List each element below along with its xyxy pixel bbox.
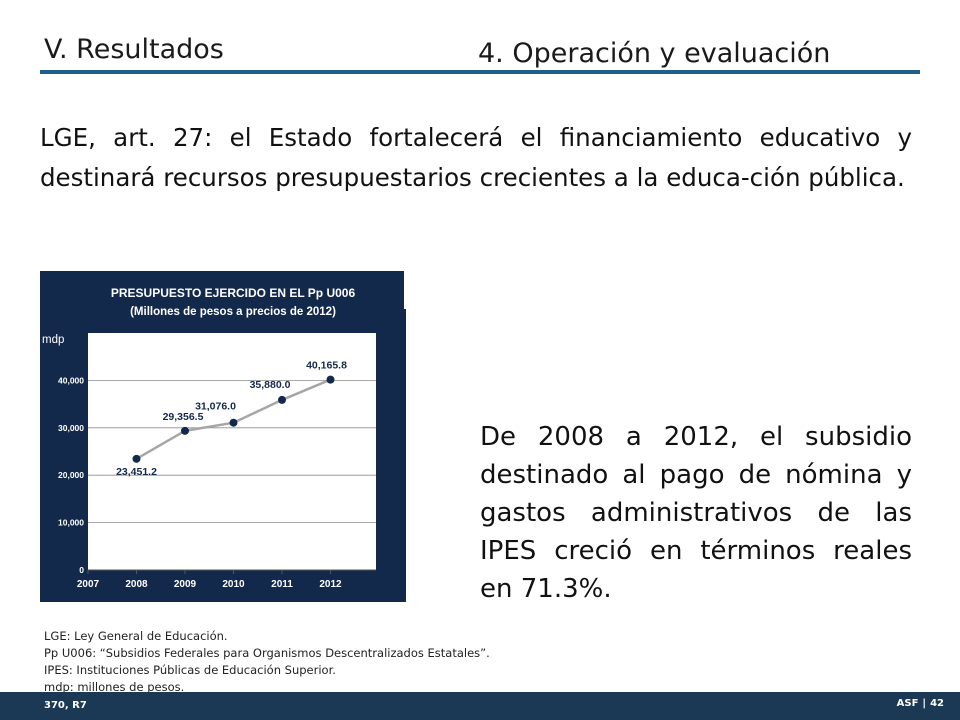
subsection-title: 4. Operación y evaluación (478, 38, 831, 69)
footnote-lge: LGE: Ley General de Educación. (44, 629, 228, 643)
chart-title: PRESUPUESTO EJERCIDO EN EL Pp U006 (111, 286, 356, 300)
chart-subtitle: (Millones de pesos a precios de 2012) (130, 306, 336, 318)
section-title: V. Resultados (44, 34, 224, 65)
footnote-mdp: mdp: millones de pesos. (44, 680, 185, 694)
chart-x-tick-label: 2007 (77, 579, 100, 590)
header-divider (40, 70, 920, 74)
footer-page-info: ASF | 42 (897, 698, 944, 709)
chart-point (278, 395, 286, 404)
chart-point (229, 418, 238, 427)
chart-x-tick-label: 2008 (125, 579, 148, 590)
chart-y-tick-label: 0 (79, 565, 84, 575)
chart-point (326, 375, 335, 384)
budget-chart: PRESUPUESTO EJERCIDO EN EL Pp U006 (Millo… (40, 271, 406, 602)
chart-point (132, 454, 141, 463)
chart-plot-area (88, 333, 376, 570)
page-number: 42 (930, 698, 944, 709)
chart-y-tick-label: 40,000 (58, 375, 84, 385)
chart-y-tick-label: 30,000 (58, 423, 84, 433)
chart-data-label: 29,356.5 (163, 411, 204, 423)
chart-data-label: 31,076.0 (195, 401, 236, 413)
footer-separator: | (922, 698, 927, 709)
footnote-ipes: IPES: Instituciones Públicas de Educació… (44, 663, 336, 677)
summary-paragraph: De 2008 a 2012, el subsidio destinado al… (480, 422, 912, 604)
chart-y-axis-label: mdp (42, 334, 64, 346)
footer-reference: 370, R7 (44, 700, 87, 711)
footnotes: LGE: Ley General de Educación. Pp U006: … (44, 628, 490, 696)
chart-x-tick-label: 2010 (222, 579, 245, 590)
chart-x-tick-label: 2011 (271, 579, 293, 590)
lead-paragraph: LGE, art. 27: el Estado fortalecerá el f… (40, 123, 912, 192)
chart-x-tick-label: 2009 (174, 579, 197, 590)
chart-x-tick-label: 2012 (319, 579, 342, 590)
chart-data-label: 23,451.2 (116, 466, 157, 478)
chart-data-label: 40,165.8 (306, 360, 347, 372)
chart-y-tick-label: 20,000 (58, 470, 84, 480)
chart-y-tick-label: 10,000 (58, 518, 84, 528)
chart-point (181, 426, 189, 435)
footer-org: ASF (896, 698, 919, 709)
footnote-pp: Pp U006: “Subsidios Federales para Organ… (44, 646, 490, 660)
footer-bar: 370, R7 ASF | 42 (0, 692, 960, 720)
chart-data-label: 35,880.0 (250, 379, 291, 391)
